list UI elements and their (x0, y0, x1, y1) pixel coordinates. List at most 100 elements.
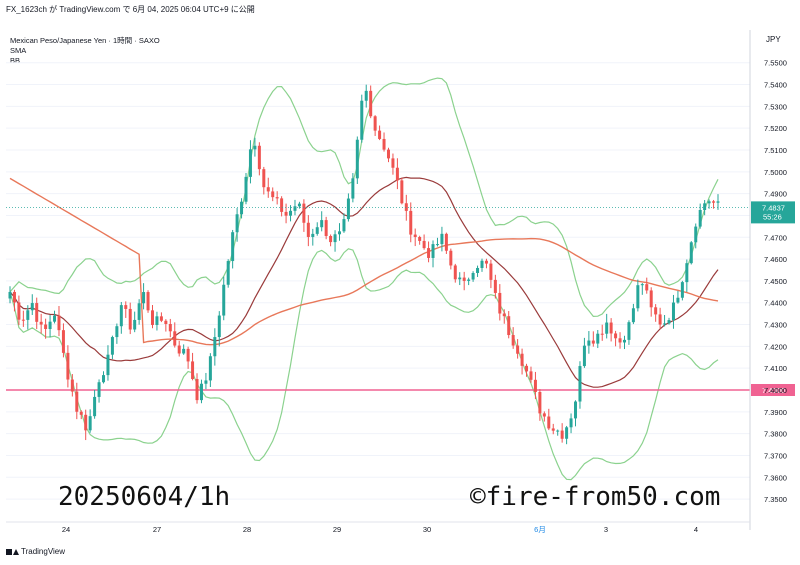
candle-body (476, 267, 480, 274)
y-tick-label: 7.5000 (764, 168, 787, 177)
candle-body (471, 273, 475, 280)
candle-body (565, 427, 569, 439)
candle (574, 400, 578, 427)
candle-body (556, 430, 560, 432)
candle (671, 294, 675, 329)
x-tick-label: 30 (423, 525, 431, 534)
candle-body (400, 180, 404, 204)
candle (213, 328, 217, 366)
candle (79, 410, 83, 420)
candle-body (235, 214, 239, 233)
y-tick-label: 7.5200 (764, 124, 787, 133)
candle (30, 294, 34, 315)
candle-body (289, 210, 293, 216)
candle (351, 173, 355, 203)
candle-body (240, 201, 244, 215)
candle-body (346, 198, 350, 220)
candle (391, 153, 395, 175)
candle (182, 344, 186, 355)
candle-body (694, 226, 698, 243)
horizontal-level-line[interactable]: 7.4000 (6, 384, 795, 396)
candle (480, 258, 484, 272)
candle-body (364, 90, 368, 101)
candle (680, 280, 684, 301)
candle-body (645, 284, 649, 291)
y-tick-label: 7.4200 (764, 342, 787, 351)
candle (605, 313, 609, 339)
candle (703, 200, 707, 216)
candle-body (253, 145, 257, 150)
candle (645, 277, 649, 294)
candle (525, 363, 529, 377)
candle (208, 353, 212, 388)
countdown-label: 55:26 (763, 212, 782, 221)
candle (311, 228, 315, 246)
x-tick-label: 24 (62, 525, 70, 534)
candle-body (302, 203, 306, 223)
candle-body (498, 292, 502, 314)
candle (427, 241, 431, 263)
candle (342, 213, 346, 233)
candle (471, 271, 475, 282)
candle (560, 423, 564, 443)
candle-body (57, 315, 61, 331)
candle (484, 258, 488, 269)
candle-body (75, 391, 79, 412)
candle (102, 371, 106, 384)
candle (467, 277, 471, 286)
candle-body (516, 345, 520, 354)
candle-body (150, 310, 154, 325)
candle (587, 331, 591, 354)
y-tick-label: 7.5100 (764, 146, 787, 155)
candle (168, 318, 172, 338)
candle-body (654, 307, 658, 315)
candle (302, 199, 306, 232)
symbol-label[interactable]: Mexican Peso/Japanese Yen · 1時間 · SAXO (10, 36, 160, 45)
candle-body (351, 178, 355, 199)
candle-body (703, 203, 707, 210)
candle (422, 234, 426, 250)
candle (21, 310, 25, 327)
candle (431, 240, 435, 268)
candle-body (525, 365, 529, 372)
candle-body (591, 340, 595, 344)
candle-body (280, 198, 284, 212)
y-tick-label: 7.3800 (764, 430, 787, 439)
candle-body (195, 379, 199, 401)
candle (88, 409, 92, 433)
candle (155, 311, 159, 331)
last-price-badge (751, 201, 795, 224)
candle (404, 194, 408, 221)
footer[interactable]: TradingView (6, 547, 65, 556)
candle (48, 315, 52, 338)
candle (369, 85, 373, 119)
candle-body (355, 139, 359, 179)
sma-indicator-label[interactable]: SMA (10, 46, 27, 55)
candle (542, 411, 546, 422)
candle-body (293, 206, 297, 211)
candle-body (614, 333, 618, 339)
y-tick-label: 7.3500 (764, 495, 787, 504)
candle (640, 283, 644, 295)
candle-body (631, 308, 635, 323)
candle (35, 297, 39, 330)
candle (204, 372, 208, 390)
candle (137, 299, 141, 325)
candle (654, 304, 658, 322)
x-tick-label: 6月 (534, 525, 546, 534)
candle-body (587, 340, 591, 346)
candle-body (44, 324, 48, 330)
bb-indicator-label[interactable]: BB (10, 56, 21, 65)
candle-body (128, 308, 132, 330)
bb-lower-line (9, 248, 719, 481)
candle-body (671, 302, 675, 321)
candle (712, 199, 716, 209)
candle-body (35, 303, 39, 322)
candle-body (8, 291, 12, 299)
candle-body (12, 291, 16, 303)
candle-body (658, 314, 662, 325)
candle (493, 274, 497, 299)
candle-body (440, 233, 444, 245)
